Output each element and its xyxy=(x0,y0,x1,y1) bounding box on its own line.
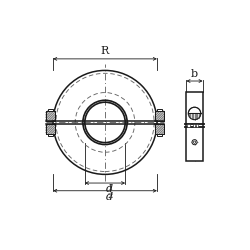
Bar xyxy=(192,124,195,127)
Bar xyxy=(186,92,203,161)
Bar xyxy=(46,124,55,134)
Bar xyxy=(155,111,164,121)
Circle shape xyxy=(192,140,197,145)
Circle shape xyxy=(194,141,196,143)
Bar xyxy=(46,111,55,121)
Bar xyxy=(157,134,162,136)
Bar xyxy=(155,124,164,134)
Bar xyxy=(155,124,164,134)
Circle shape xyxy=(188,107,201,120)
Bar xyxy=(48,134,53,136)
Text: R: R xyxy=(101,46,109,56)
Bar xyxy=(187,124,190,127)
Bar xyxy=(155,111,164,121)
Bar xyxy=(46,111,55,121)
Text: d: d xyxy=(106,192,113,202)
Text: 2: 2 xyxy=(108,192,113,200)
Bar xyxy=(46,124,55,134)
Bar xyxy=(157,108,162,111)
Text: d: d xyxy=(106,184,113,194)
Text: b: b xyxy=(191,69,198,79)
Bar xyxy=(196,124,198,127)
Text: 1: 1 xyxy=(108,184,113,192)
Bar xyxy=(48,108,53,111)
Polygon shape xyxy=(188,114,201,120)
